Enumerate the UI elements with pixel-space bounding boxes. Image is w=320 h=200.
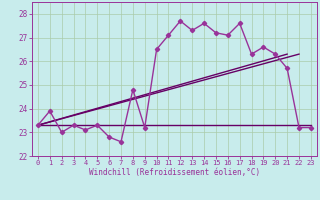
X-axis label: Windchill (Refroidissement éolien,°C): Windchill (Refroidissement éolien,°C) (89, 168, 260, 177)
